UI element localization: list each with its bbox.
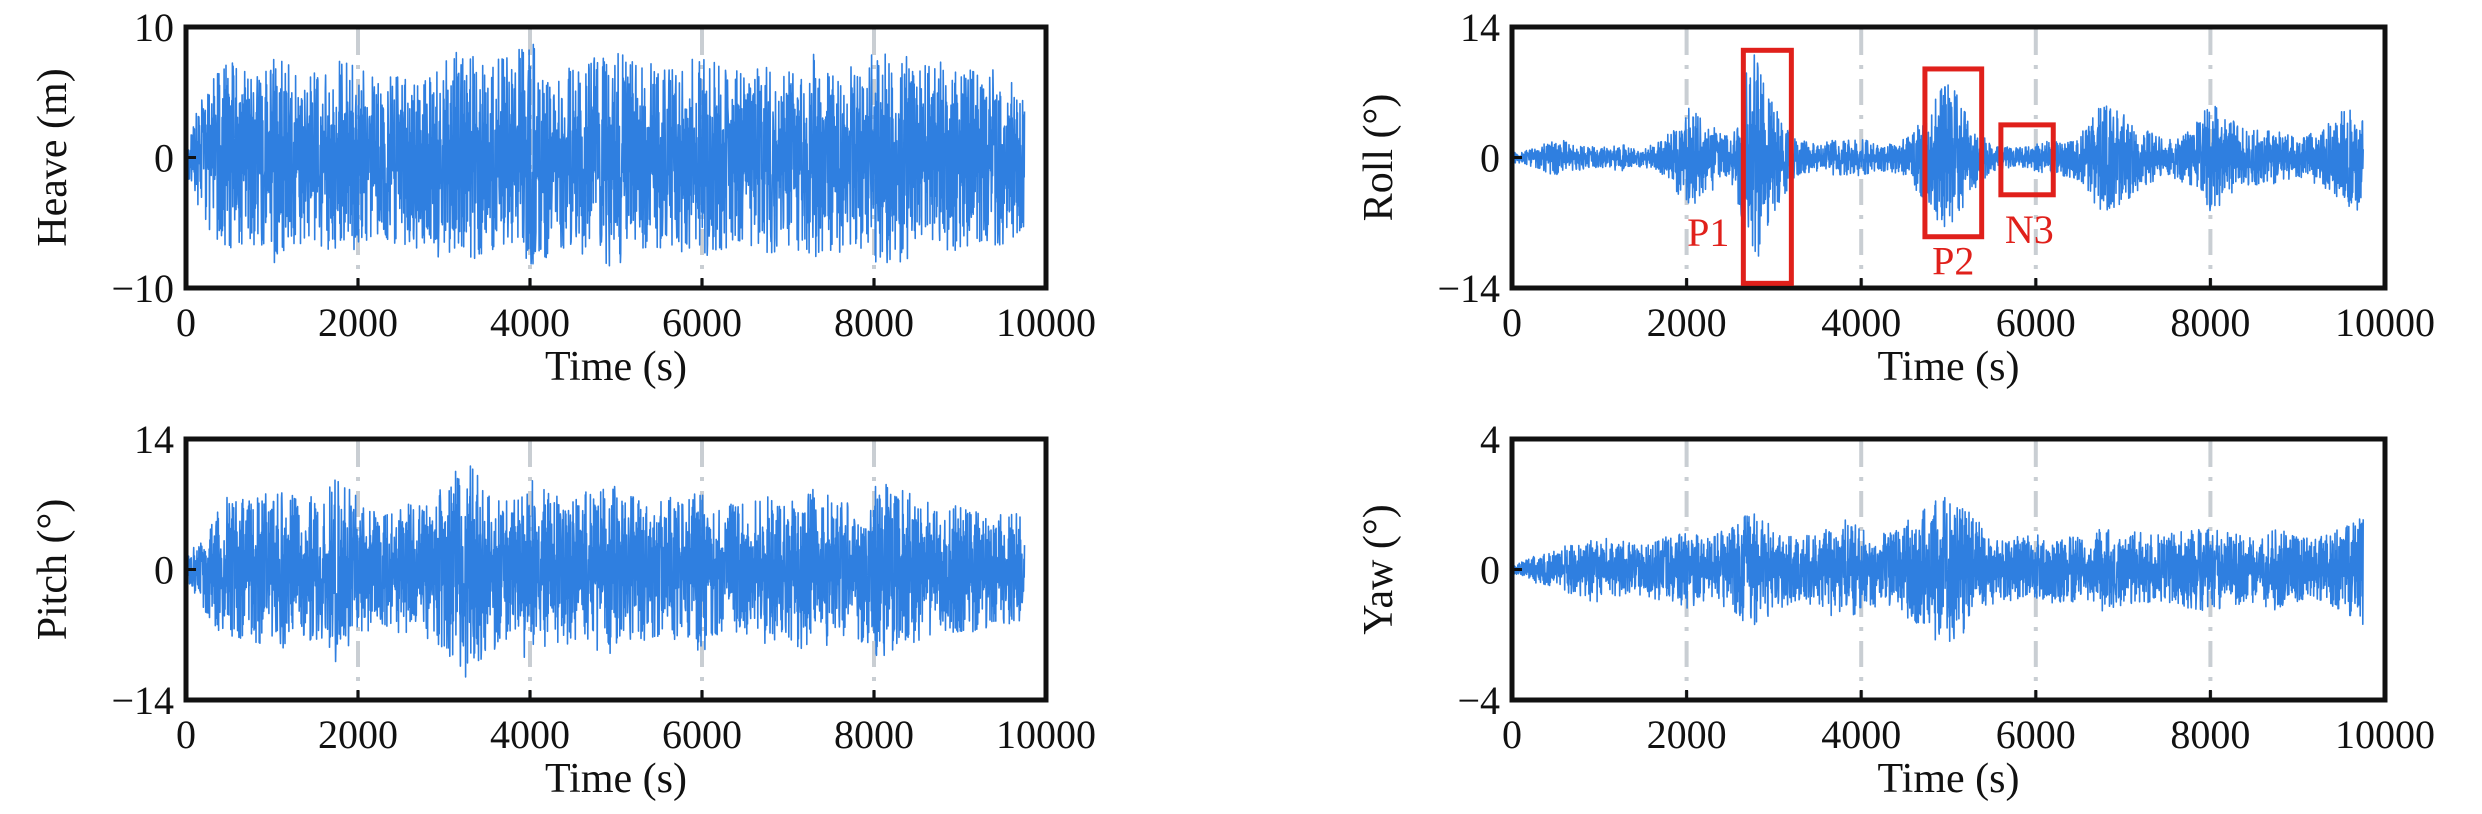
x-axis-title: Time (s) <box>1878 756 2020 802</box>
y-tick-label: 4 <box>1480 417 1500 462</box>
y-axis-title: Pitch (°) <box>30 499 76 641</box>
y-tick-label: 10 <box>134 5 174 50</box>
x-tick-label: 8000 <box>834 300 914 345</box>
y-tick-label: 14 <box>1460 5 1500 50</box>
y-tick-label: 0 <box>154 136 174 181</box>
annotation-label-p1: P1 <box>1687 210 1729 255</box>
x-tick-label: 6000 <box>1996 300 2076 345</box>
y-tick-label: −14 <box>1437 266 1500 311</box>
x-axis-title: Time (s) <box>545 756 687 802</box>
x-tick-label: 2000 <box>1647 712 1727 757</box>
x-tick-label: 4000 <box>490 300 570 345</box>
x-tick-label: 8000 <box>2170 300 2250 345</box>
x-tick-label: 0 <box>176 300 196 345</box>
x-tick-label: 0 <box>176 712 196 757</box>
series-line-heave <box>185 43 1026 267</box>
x-tick-label: 10000 <box>996 300 1096 345</box>
x-tick-label: 2000 <box>318 300 398 345</box>
x-tick-label: 10000 <box>2335 712 2435 757</box>
y-tick-label: 0 <box>1480 548 1500 593</box>
y-tick-label: −4 <box>1457 678 1500 723</box>
x-tick-label: 0 <box>1502 300 1522 345</box>
y-axis-title: Roll (°) <box>1356 94 1402 222</box>
y-tick-label: 14 <box>134 417 174 462</box>
x-tick-label: 4000 <box>1821 712 1901 757</box>
series-line-pitch <box>185 465 1026 678</box>
annotation-box-p1 <box>1740 47 1794 286</box>
annotation-box-p2 <box>1922 66 1985 240</box>
x-axis-title: Time (s) <box>1878 344 2020 390</box>
y-tick-label: 0 <box>154 548 174 593</box>
y-tick-label: −10 <box>111 266 174 311</box>
y-tick-label: −14 <box>111 678 174 723</box>
y-tick-label: 0 <box>1480 136 1500 181</box>
x-tick-label: 2000 <box>318 712 398 757</box>
series-line-roll <box>1511 54 2364 257</box>
x-tick-label: 6000 <box>662 300 742 345</box>
x-tick-label: 6000 <box>662 712 742 757</box>
x-tick-label: 6000 <box>1996 712 2076 757</box>
y-axis-title: Yaw (°) <box>1356 504 1402 634</box>
annotation-label-n3: N3 <box>2005 207 2054 252</box>
y-axis-title: Heave (m) <box>30 68 76 246</box>
x-tick-label: 8000 <box>834 712 914 757</box>
annotation-box-n3 <box>1998 122 2056 198</box>
x-axis-title: Time (s) <box>545 344 687 390</box>
x-tick-label: 4000 <box>1821 300 1901 345</box>
x-tick-label: 10000 <box>2335 300 2435 345</box>
x-tick-label: 0 <box>1502 712 1522 757</box>
x-tick-label: 8000 <box>2170 712 2250 757</box>
x-tick-label: 10000 <box>996 712 1096 757</box>
series-line-yaw <box>1511 496 2364 642</box>
x-tick-label: 4000 <box>490 712 570 757</box>
x-tick-label: 2000 <box>1647 300 1727 345</box>
annotation-label-p2: P2 <box>1932 239 1974 284</box>
